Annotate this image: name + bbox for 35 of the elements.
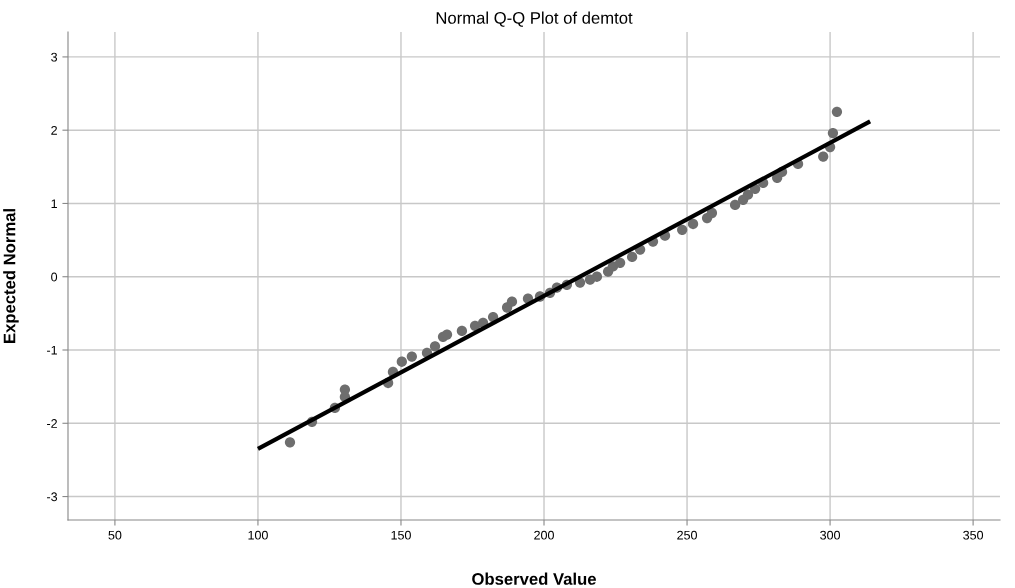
y-tick-label: 0	[51, 272, 58, 282]
point	[441, 329, 453, 340]
y-tick-label: -1	[47, 345, 57, 355]
point	[831, 106, 843, 118]
y-axis-title: Expected Normal	[3, 209, 19, 343]
point	[406, 351, 417, 362]
point	[456, 325, 468, 337]
point	[742, 189, 754, 200]
x-tick-label: 200	[534, 530, 554, 540]
x-tick-label: 300	[820, 530, 841, 540]
point	[626, 251, 638, 263]
point	[506, 296, 518, 307]
point	[687, 218, 699, 230]
point	[706, 207, 718, 219]
point	[827, 127, 839, 139]
y-tick-label: 2	[51, 125, 57, 135]
point	[677, 224, 688, 235]
chart-title: Normal Q-Q Plot of demtot	[436, 11, 633, 27]
x-tick-label: 150	[391, 530, 411, 540]
x-tick-label: 100	[248, 530, 268, 540]
y-tick-label: -2	[47, 419, 57, 428]
point	[729, 199, 741, 211]
x-axis-title: Observed Value	[472, 572, 596, 585]
y-tick-label: 1	[51, 199, 57, 208]
point	[396, 356, 407, 367]
point	[429, 341, 441, 352]
y-tick-label: 3	[51, 52, 58, 62]
y-tick-label: -3	[47, 492, 58, 502]
x-tick-label: 50	[108, 530, 122, 540]
x-tick-label: 350	[963, 530, 984, 540]
point	[614, 257, 626, 268]
point	[591, 271, 603, 282]
point	[284, 437, 296, 448]
x-tick-label: 250	[677, 530, 697, 540]
point	[818, 151, 829, 162]
